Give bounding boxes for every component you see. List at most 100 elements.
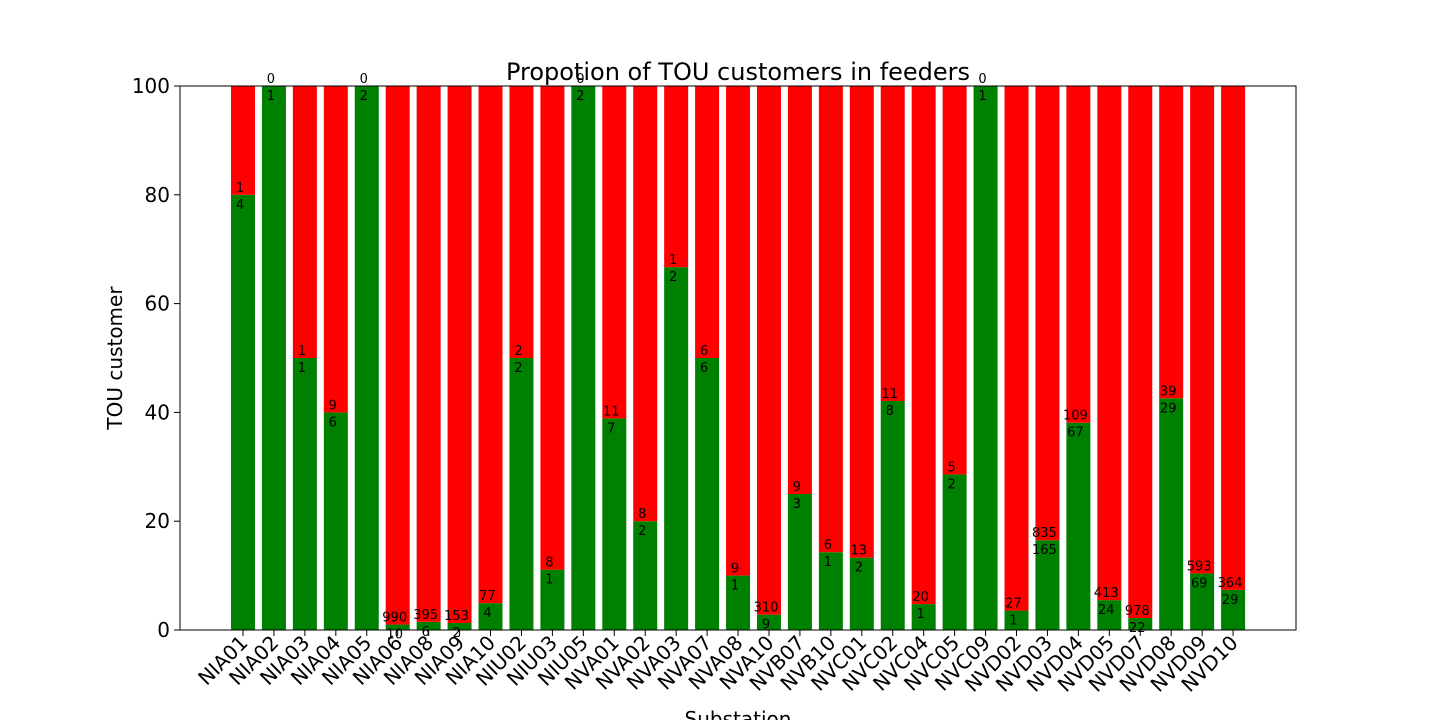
value-label: 8 xyxy=(545,556,553,571)
value-label: 11 xyxy=(603,404,620,419)
value-label: 1 xyxy=(1009,614,1017,629)
bar-segment xyxy=(509,358,534,630)
value-label: 6 xyxy=(700,361,708,376)
value-label: 2 xyxy=(947,477,955,492)
bar-segment xyxy=(1221,589,1246,630)
x-axis-label: Substation xyxy=(685,707,792,720)
bar-segment xyxy=(849,557,874,630)
bar-segment xyxy=(261,86,286,630)
value-label: 165 xyxy=(1032,543,1057,558)
value-label: 0 xyxy=(576,72,584,87)
value-label: 9 xyxy=(731,562,739,577)
bar-segment xyxy=(478,603,503,630)
value-label: 593 xyxy=(1187,559,1212,574)
bar-segment xyxy=(323,412,348,630)
bar-segment xyxy=(540,569,565,630)
bar-segment xyxy=(633,521,658,630)
bar-segment xyxy=(571,86,596,630)
bar-segment xyxy=(478,86,503,604)
bar-segment xyxy=(756,86,781,615)
chart-title: Propotion of TOU customers in feeders xyxy=(506,58,970,86)
value-label: 10 xyxy=(386,628,403,643)
value-label: 1 xyxy=(917,607,925,622)
bar-segment xyxy=(1190,573,1215,630)
value-label: 6 xyxy=(329,415,337,430)
value-label: 0 xyxy=(360,72,368,87)
value-label: 11 xyxy=(881,387,898,402)
bar-segment xyxy=(1004,86,1029,611)
value-label: 2 xyxy=(452,626,460,641)
value-label: 109 xyxy=(1063,409,1088,424)
value-label: 413 xyxy=(1094,586,1119,601)
value-label: 1 xyxy=(978,89,986,104)
bar-segment xyxy=(726,575,751,630)
y-tick-label: 20 xyxy=(145,509,170,533)
y-tick-label: 60 xyxy=(145,292,170,316)
bar-segment xyxy=(849,86,874,558)
value-label: 9 xyxy=(762,618,770,633)
value-label: 0 xyxy=(267,72,275,87)
bar-segment xyxy=(323,86,348,413)
value-label: 0 xyxy=(978,72,986,87)
bar-segment xyxy=(509,86,534,358)
value-label: 2 xyxy=(638,524,646,539)
bar-segment xyxy=(880,86,905,401)
bar-segment xyxy=(911,86,936,605)
value-label: 1 xyxy=(545,573,553,588)
bar-segment xyxy=(231,86,255,195)
bar-segment xyxy=(416,86,441,622)
value-label: 153 xyxy=(444,609,469,624)
bar-segment xyxy=(880,400,905,630)
bar-segment xyxy=(787,86,812,494)
bar-segment xyxy=(942,474,967,630)
value-label: 27 xyxy=(1005,597,1022,612)
bar-segment xyxy=(1221,86,1246,590)
value-label: 5 xyxy=(947,460,955,475)
value-label: 990 xyxy=(382,611,407,626)
y-tick-label: 0 xyxy=(157,618,170,642)
bar-segment xyxy=(1128,618,1153,630)
value-label: 4 xyxy=(483,606,491,621)
bar-segment xyxy=(540,86,565,570)
value-label: 24 xyxy=(1098,603,1115,618)
value-label: 77 xyxy=(479,589,496,604)
bar-segment xyxy=(447,86,472,623)
value-label: 1 xyxy=(298,344,306,359)
value-label: 6 xyxy=(421,625,429,640)
value-label: 7 xyxy=(607,421,615,436)
bar-segment xyxy=(942,86,967,475)
bar-segment xyxy=(1159,86,1184,399)
value-label: 978 xyxy=(1125,604,1150,619)
bar-segment xyxy=(1035,540,1060,630)
value-label: 22 xyxy=(1129,621,1146,636)
bar-segment xyxy=(416,621,441,630)
y-tick-label: 40 xyxy=(145,400,170,424)
value-label: 2 xyxy=(855,561,863,576)
value-label: 69 xyxy=(1191,576,1208,591)
value-label: 29 xyxy=(1222,593,1239,608)
value-label: 39 xyxy=(1160,384,1177,399)
bar-segment xyxy=(695,86,720,358)
value-label: 1 xyxy=(267,89,275,104)
y-axis-label: TOU customer xyxy=(103,286,127,431)
value-label: 1 xyxy=(824,555,832,570)
bar-segment xyxy=(973,86,998,630)
bar-segment xyxy=(695,358,720,630)
bar-segment xyxy=(787,494,812,630)
value-label: 6 xyxy=(824,538,832,553)
value-label: 2 xyxy=(514,361,522,376)
bar-segment xyxy=(385,624,410,630)
value-label: 1 xyxy=(298,361,306,376)
bar-segment xyxy=(1097,86,1122,601)
bar-segment xyxy=(911,604,936,630)
bar-segment xyxy=(447,622,472,630)
bar-segment xyxy=(1066,422,1091,630)
bar-segment xyxy=(1128,86,1153,619)
value-label: 310 xyxy=(754,601,779,616)
bar-segment xyxy=(818,552,843,630)
value-label: 2 xyxy=(576,89,584,104)
bar-segment xyxy=(1066,86,1091,423)
bar-segment xyxy=(602,86,627,419)
bar-segment xyxy=(818,86,843,553)
